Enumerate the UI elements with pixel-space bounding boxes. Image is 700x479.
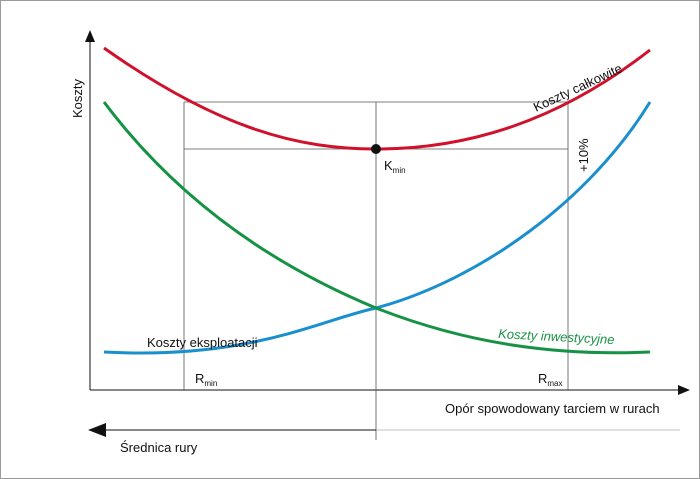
series-label-koszty-inwestycyjne: Koszty inwestycyjne [498, 326, 615, 347]
series-label-koszty-calkowite: Koszty całkowite [531, 61, 624, 115]
secondary-axis-arrowhead [88, 423, 106, 437]
x-axis-label: Opór spowodowany tarciem w rurach [445, 401, 660, 416]
series-label-koszty-eksploatacji: Koszty eksploatacji [147, 335, 258, 350]
r-min-label: Rmin [195, 371, 217, 388]
k-min-point [371, 144, 381, 154]
series-line-koszty-inwestycyjne [102, 101, 651, 355]
y-axis-arrowhead [85, 30, 95, 42]
plus-ten-percent-label: +10% [576, 138, 591, 172]
x-axis-arrowhead [678, 385, 690, 395]
y-axis-label: Koszty [70, 78, 85, 118]
r-max-label: Rmax [538, 371, 563, 388]
k-min-label: Kmin [384, 158, 406, 175]
secondary-axis-label: Średnica rury [120, 440, 198, 455]
